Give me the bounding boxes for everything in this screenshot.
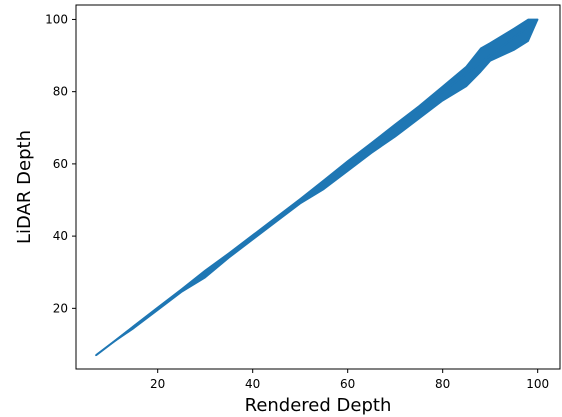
y-axis-label: LiDAR Depth — [14, 130, 35, 244]
x-tick-label: 80 — [435, 377, 450, 391]
x-tick-label: 40 — [245, 377, 260, 391]
y-tick-label: 60 — [53, 157, 68, 171]
x-ticks: 20 40 60 80 100 — [150, 369, 549, 391]
x-tick-label: 100 — [526, 377, 549, 391]
x-tick-label: 60 — [340, 377, 355, 391]
x-axis-label: Rendered Depth — [245, 395, 392, 416]
plot-frame — [75, 4, 561, 370]
x-tick-label: 20 — [150, 377, 165, 391]
y-ticks: 20 40 60 80 100 — [45, 12, 76, 315]
y-tick-label: 20 — [53, 301, 68, 315]
data-line-series-0 — [95, 18, 539, 357]
y-tick-label: 100 — [45, 12, 68, 26]
y-tick-label: 40 — [53, 229, 68, 243]
y-tick-label: 80 — [53, 85, 68, 99]
data-band-group — [95, 18, 539, 357]
